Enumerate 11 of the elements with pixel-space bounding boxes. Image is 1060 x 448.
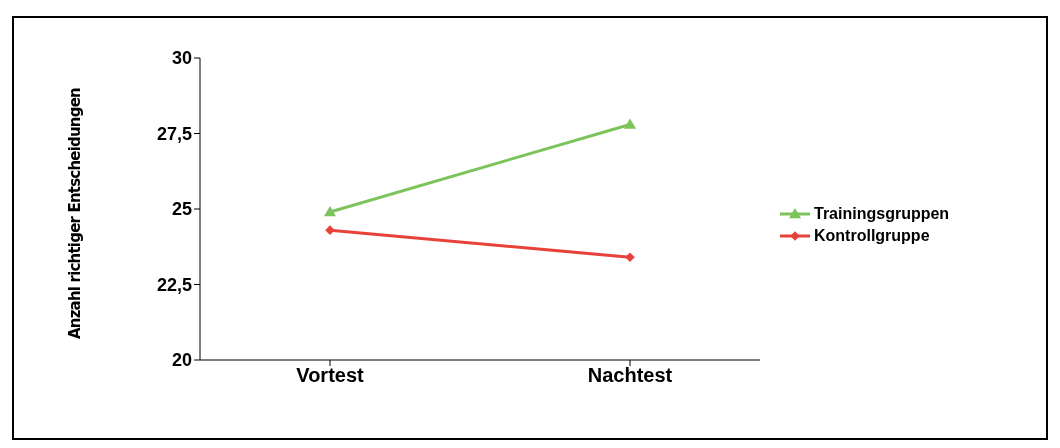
y-tick-label: 30 bbox=[171, 48, 192, 69]
x-tick-label: Nachtest bbox=[587, 364, 673, 387]
x-tick-label: Vortest bbox=[296, 364, 365, 387]
point bbox=[625, 252, 635, 263]
y-tick-label: 22,5 bbox=[156, 274, 192, 295]
y-tick-label: 27,5 bbox=[156, 123, 192, 144]
y-axis-title: Anzahl richtiger Entscheidungen bbox=[66, 87, 85, 339]
y-tick-label: 25 bbox=[171, 199, 192, 220]
legend-label: Trainingsgruppen bbox=[814, 204, 950, 224]
y-tick-label: 20 bbox=[171, 350, 192, 371]
legend-label: Kontrollgruppe bbox=[814, 226, 930, 246]
